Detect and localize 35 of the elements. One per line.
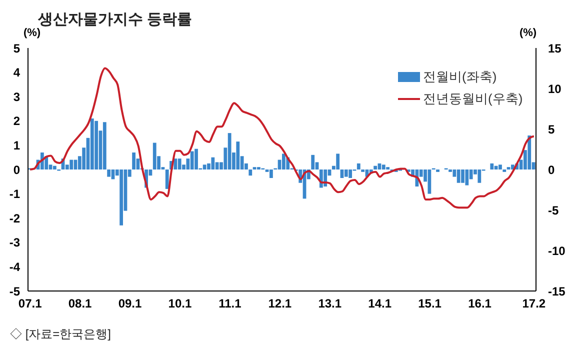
y-tick-label: 2: [13, 114, 20, 128]
y-tick-label: 1: [13, 138, 20, 152]
y-axis-title: (%): [23, 27, 41, 39]
text: ◇ [자료=한국은행]: [10, 326, 112, 343]
x-tick-label: 08.1: [68, 296, 92, 311]
y-tick-label: 3: [13, 90, 20, 104]
y2-tick-label: 15: [548, 41, 562, 56]
y2-tick-label: 10: [548, 82, 562, 96]
y-tick-label: 0: [13, 162, 20, 177]
legend-label: 전월비(좌축): [423, 68, 497, 86]
y2-tick-label: 0: [548, 162, 555, 177]
y2-tick-label: -5: [548, 203, 559, 218]
x-tick-label: 10.1: [168, 296, 192, 311]
chart-title: 생산자물가지수 등락률: [38, 10, 192, 28]
legend-label: 전년동월비(우축): [423, 90, 523, 108]
x-tick-label: 17.2: [522, 296, 546, 311]
x-tick-label: 14.1: [368, 296, 392, 311]
y2-tick-label: -15: [548, 284, 566, 298]
x-tick-label: 16.1: [468, 296, 492, 311]
y-tick-label: 4: [13, 66, 20, 80]
y-tick-label: 5: [13, 41, 20, 56]
y-tick-label: -4: [9, 260, 20, 274]
y-tick-label: -2: [9, 211, 20, 226]
y-tick-label: -5: [9, 284, 20, 298]
y2-axis-title: (%): [519, 27, 537, 39]
y2-tick-label: 5: [548, 122, 555, 136]
y2-tick-label: -10: [548, 244, 566, 258]
x-tick-label: 12.1: [268, 296, 292, 311]
y-tick-label: -3: [9, 236, 20, 250]
x-tick-label: 07.1: [18, 296, 42, 311]
x-tick-label: 11.1: [218, 296, 242, 311]
x-tick-label: 13.1: [318, 296, 342, 311]
x-tick-label: 15.1: [418, 296, 442, 311]
y-tick-label: -1: [9, 187, 20, 202]
x-tick-label: 09.1: [118, 296, 142, 311]
